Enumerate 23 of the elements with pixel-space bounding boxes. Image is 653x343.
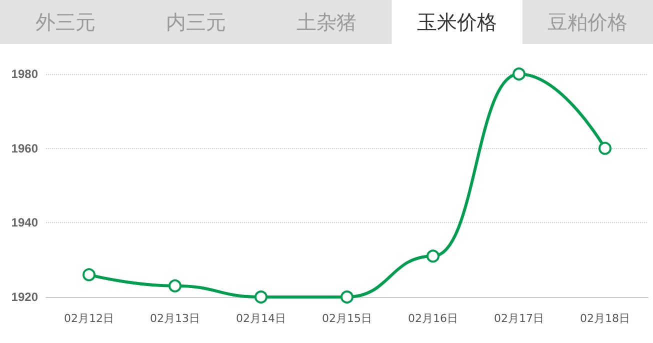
text: 豆粕价格	[548, 10, 628, 34]
point	[82, 268, 96, 282]
y-tick-label: 1920	[11, 290, 38, 304]
point	[426, 250, 440, 263]
x-tick-label: 02月15日	[322, 312, 372, 325]
x-tick-label: 02月12日	[64, 312, 114, 325]
x-tick-label: 02月17日	[494, 312, 544, 325]
point	[598, 142, 612, 155]
y-tick-label: 1960	[11, 141, 38, 156]
point	[254, 290, 268, 304]
y-tick-label: 1980	[11, 67, 38, 81]
text: 外三元	[35, 10, 96, 34]
x-tick-label: 02月18日	[580, 312, 630, 325]
x-tick-label: 02月16日	[408, 312, 458, 325]
text: 土杂猪	[296, 10, 356, 34]
text: 内三元	[166, 10, 226, 34]
x-tick-label: 02月14日	[236, 312, 286, 325]
point	[168, 279, 182, 292]
point	[512, 68, 526, 80]
y-tick-label: 1940	[11, 216, 38, 230]
chart-title: 玉米价格	[417, 10, 498, 34]
x-tick-label: 02月13日	[150, 312, 200, 325]
point	[340, 290, 354, 304]
